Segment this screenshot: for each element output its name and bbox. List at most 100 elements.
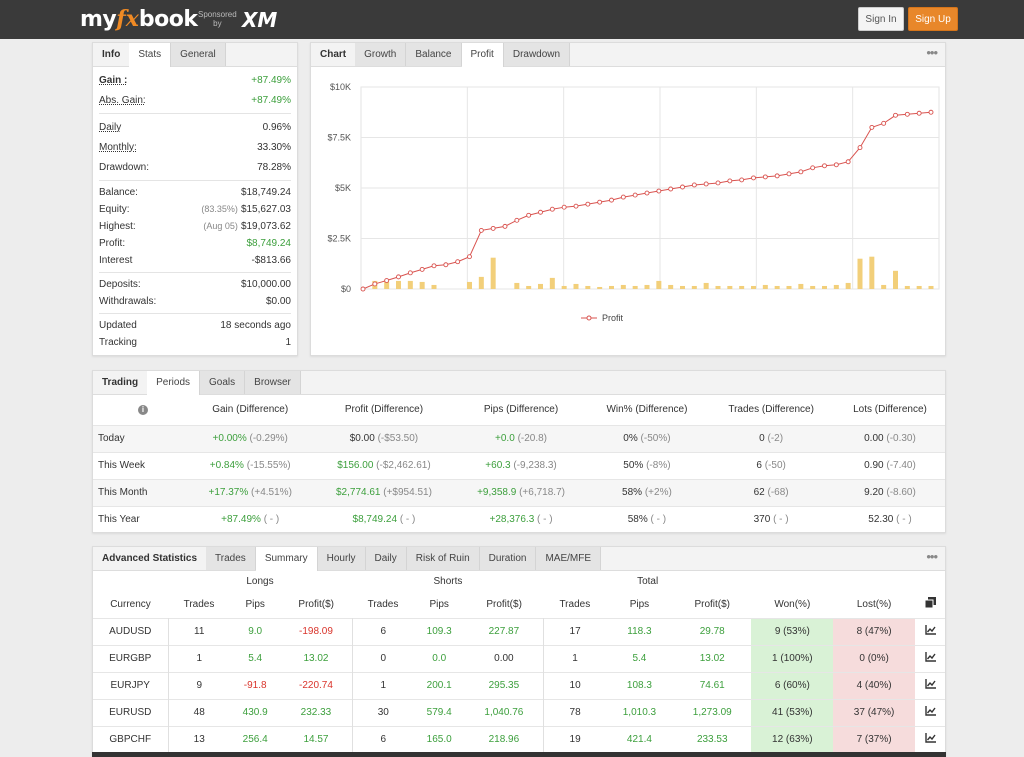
monthly-label[interactable]: Monthly: xyxy=(99,141,137,153)
period-trades-value: 0 xyxy=(759,433,765,444)
profit-point xyxy=(703,181,709,187)
period-trades-value: 6 xyxy=(756,460,762,471)
balance-label: Balance: xyxy=(99,187,138,198)
gain-label[interactable]: Gain : xyxy=(99,74,128,86)
sign-in-button[interactable]: Sign In xyxy=(858,7,904,31)
summary-cell-won: 6 (60%) xyxy=(751,672,834,699)
profit-row: Profit: $8,749.24 xyxy=(93,235,297,252)
period-cell-lots: 0.90 (-7.40) xyxy=(835,452,945,479)
trend-chart-icon[interactable] xyxy=(915,618,945,645)
tab-info[interactable]: Info xyxy=(102,49,121,60)
info-icon[interactable]: i xyxy=(138,405,148,416)
profit-bar xyxy=(514,282,520,289)
summary-cell-cur: EURUSD xyxy=(109,707,152,718)
profit-point xyxy=(443,262,449,268)
sign-up-button[interactable]: Sign Up xyxy=(908,7,958,31)
period-pips-value: +60.3 xyxy=(485,460,511,471)
abs-gain-value: +87.49% xyxy=(251,94,291,106)
tab-profit[interactable]: Profit xyxy=(461,43,504,67)
tab-hourly[interactable]: Hourly xyxy=(317,547,366,570)
withdrawals-label: Withdrawals: xyxy=(99,296,157,307)
col-currency: Currency xyxy=(110,598,151,610)
tab-stats[interactable]: Stats xyxy=(129,43,172,67)
profit-bar xyxy=(561,285,567,289)
tab-balance[interactable]: Balance xyxy=(406,43,462,66)
profit-point xyxy=(431,263,437,269)
sponsored-line1: Sponsored xyxy=(198,10,237,19)
profit-bar xyxy=(419,281,425,289)
profit-value: $8,749.24 xyxy=(246,238,292,249)
xm-sponsor-logo[interactable]: XM xyxy=(242,8,278,32)
tab-drawdown[interactable]: Drawdown xyxy=(503,43,571,66)
tab-duration[interactable]: Duration xyxy=(479,547,537,570)
summary-cell-spr: 0.00 xyxy=(494,653,514,664)
tab-trades[interactable]: Trades xyxy=(206,547,256,570)
tab-mae-mfe[interactable]: MAE/MFE xyxy=(536,547,602,570)
period-trades-value: 62 xyxy=(753,487,765,498)
period-win-difference: (+2%) xyxy=(644,487,672,498)
period-lots-value: 0.90 xyxy=(864,460,884,471)
trend-chart-icon[interactable] xyxy=(915,699,945,726)
profit-point xyxy=(869,124,875,130)
period-profit-difference: (-$53.50) xyxy=(377,433,419,444)
tab-advanced-statistics[interactable]: Advanced Statistics xyxy=(102,553,198,564)
period-row: Today +0.00% (-0.29%) $0.00 (-$53.50) +0.0 … xyxy=(93,425,945,452)
myfxbook-logo[interactable]: my fx book xyxy=(80,5,198,33)
empty-cell xyxy=(93,571,168,591)
profit-bar xyxy=(384,281,390,289)
period-win-difference: (-50%) xyxy=(640,433,671,444)
trend-chart-icon[interactable] xyxy=(915,726,945,753)
period-gain-value: +17.37% xyxy=(208,487,249,498)
empty-cell xyxy=(751,571,945,591)
tab-browser[interactable]: Browser xyxy=(245,371,301,394)
tab-trading[interactable]: Trading xyxy=(102,377,139,388)
profit-bar xyxy=(549,277,555,289)
summary-cell-cur: EURJPY xyxy=(110,680,150,691)
trend-chart-icon[interactable] xyxy=(915,645,945,672)
profit-bar xyxy=(916,285,922,289)
profit-bar xyxy=(538,283,543,289)
tab-growth[interactable]: Growth xyxy=(355,43,407,66)
abs-gain-label[interactable]: Abs. Gain: xyxy=(99,94,146,106)
more-dots-icon[interactable]: ••• xyxy=(926,45,938,60)
periods-info-cell: i xyxy=(93,395,188,425)
advanced-stats-panel: Advanced Statistics Trades Summary Hourl… xyxy=(92,546,946,757)
more-dots-icon[interactable]: ••• xyxy=(926,549,938,564)
summary-cell-spr: 227.87 xyxy=(488,626,520,637)
col-won: Won(%) xyxy=(774,598,811,610)
profit-bar xyxy=(751,285,756,289)
profit-bar xyxy=(739,285,745,289)
tab-daily[interactable]: Daily xyxy=(365,547,407,570)
profit-point xyxy=(727,178,733,184)
balance-row: Balance: $18,749.24 xyxy=(93,184,297,201)
tab-periods[interactable]: Periods xyxy=(147,371,201,395)
group-total: Total xyxy=(637,575,659,587)
summary-cell-spr: 295.35 xyxy=(488,680,520,691)
col-total-trades: Trades xyxy=(559,598,591,610)
tab-goals[interactable]: Goals xyxy=(200,371,246,394)
trend-chart-icon[interactable] xyxy=(915,672,945,699)
tab-risk-of-ruin[interactable]: Risk of Ruin xyxy=(406,547,480,570)
tab-summary[interactable]: Summary xyxy=(255,547,318,571)
period-cell-pips: +9,358.9 (+6,718.7) xyxy=(456,479,587,506)
period-cell-profit: $0.00 (-$53.50) xyxy=(312,425,455,452)
divider xyxy=(99,272,291,273)
profit-point xyxy=(549,206,555,212)
summary-cell-tpr: 233.53 xyxy=(696,734,728,746)
tab-general[interactable]: General xyxy=(171,43,226,66)
summary-cell-sp: 200.1 xyxy=(426,680,452,691)
copy-icon[interactable] xyxy=(915,591,945,618)
summary-cell-cur: GBPCHF xyxy=(109,734,152,746)
summary-cell-lost: 37 (47%) xyxy=(833,699,915,726)
daily-label[interactable]: Daily xyxy=(99,121,122,133)
period-cell-lots: 9.20 (-8.60) xyxy=(835,479,945,506)
summary-row: EURGBP 1 5.4 13.02 0 0.0 0.00 1 5.4 13.02 1 (100%)… xyxy=(93,645,945,672)
profit-bar xyxy=(822,285,827,289)
profit-bar xyxy=(431,284,437,289)
profit-point xyxy=(407,270,413,276)
withdrawals-row: Withdrawals: $0.00 xyxy=(93,293,297,310)
profit-bar xyxy=(786,285,792,289)
profit-point xyxy=(419,266,425,272)
tab-chart[interactable]: Chart xyxy=(320,49,347,60)
deposits-value: $10,000.00 xyxy=(240,279,291,290)
